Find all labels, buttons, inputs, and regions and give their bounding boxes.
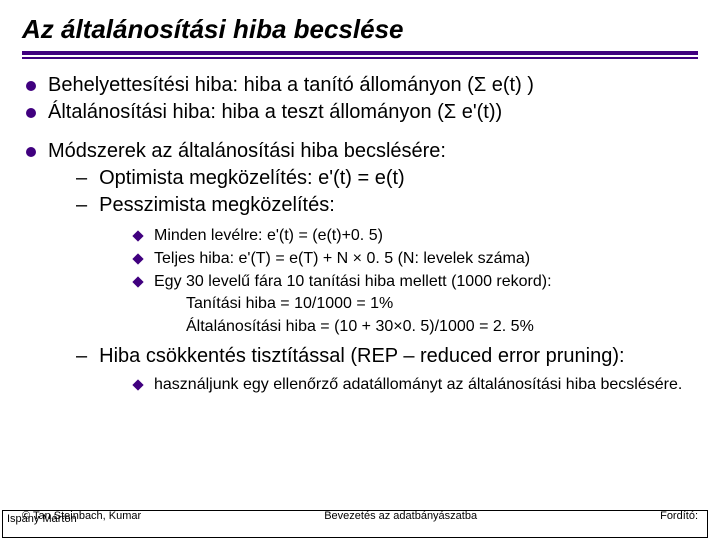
disc-bullet-icon [26,147,36,157]
slide-content: Behelyettesítési hiba: hiba a tanító áll… [22,73,698,396]
diamond-bullet-icon [132,253,143,264]
dash-bullet-icon: – [76,344,87,369]
subsub-text: használjunk egy ellenőrző adatállományt … [154,375,682,396]
bullet-item: Általánosítási hiba: hiba a teszt állomá… [26,100,698,125]
diamond-bullet-icon [132,276,143,287]
bullet-text: Általánosítási hiba: hiba a teszt állomá… [48,100,502,125]
bullet-item: Behelyettesítési hiba: hiba a tanító áll… [26,73,698,98]
diamond-bullet-icon [132,379,143,390]
detail-text: Általánosítási hiba = (10 + 30×0. 5)/100… [186,317,698,338]
sub-text: Hiba csökkentés tisztítással (REP – redu… [99,344,624,369]
subsub-item: Teljes hiba: e'(T) = e(T) + N × 0. 5 (N:… [134,249,698,270]
title-rule-thin [22,57,698,59]
slide-title: Az általánosítási hiba becslése [22,14,698,45]
bullet-text: Behelyettesítési hiba: hiba a tanító áll… [48,73,534,98]
bullet-text: Módszerek az általánosítási hiba becslés… [48,139,446,164]
disc-bullet-icon [26,108,36,118]
title-rule-thick [22,51,698,55]
subsub-item: használjunk egy ellenőrző adatállományt … [134,375,698,396]
footer-translator-box: Ispány Márton [2,510,708,538]
bullet-item: Módszerek az általánosítási hiba becslés… [26,139,698,164]
sub-text: Pesszimista megközelítés: [99,193,335,218]
sub-text: Optimista megközelítés: e'(t) = e(t) [99,166,405,191]
disc-bullet-icon [26,81,36,91]
subsub-item: Egy 30 levelű fára 10 tanítási hiba mell… [134,272,698,293]
subsub-text: Teljes hiba: e'(T) = e(T) + N × 0. 5 (N:… [154,249,530,270]
sub-item: – Optimista megközelítés: e'(t) = e(t) [76,166,698,191]
sub-item: – Pesszimista megközelítés: [76,193,698,218]
dash-bullet-icon: – [76,166,87,191]
subsub-text: Minden levélre: e'(t) = (e(t)+0. 5) [154,226,383,247]
detail-text: Tanítási hiba = 10/1000 = 1% [186,294,698,315]
diamond-bullet-icon [132,230,143,241]
sub-item: – Hiba csökkentés tisztítással (REP – re… [76,344,698,369]
dash-bullet-icon: – [76,193,87,218]
subsub-text: Egy 30 levelű fára 10 tanítási hiba mell… [154,272,552,293]
subsub-item: Minden levélre: e'(t) = (e(t)+0. 5) [134,226,698,247]
footer-translator: Ispány Márton [7,513,77,525]
